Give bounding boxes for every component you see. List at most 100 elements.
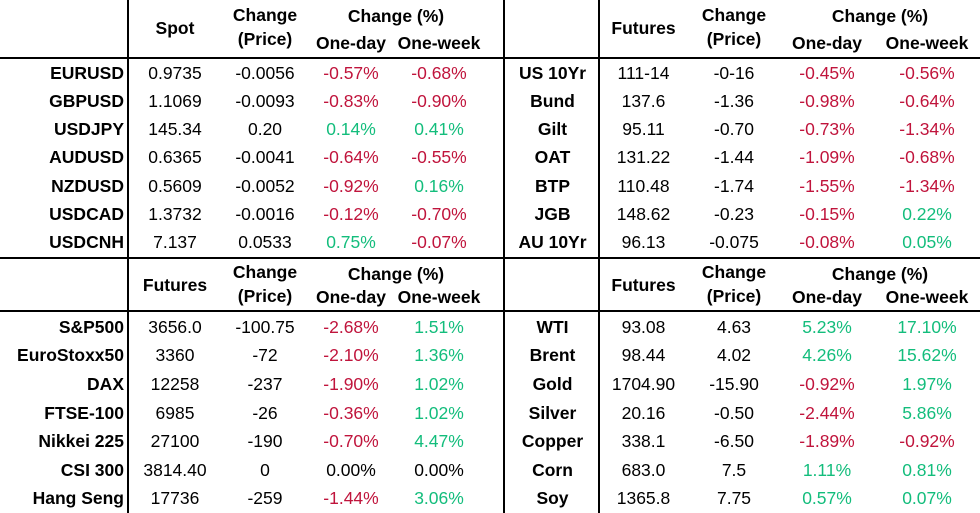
table-row: US 10Yr 111-14 -0-16 -0.45% -0.56% bbox=[506, 59, 980, 87]
price-value: 95.11 bbox=[622, 119, 665, 140]
instrument-label: Corn bbox=[532, 459, 573, 480]
change-price-value: -0.0093 bbox=[235, 90, 295, 111]
change-price-value: -0-16 bbox=[713, 62, 755, 83]
one-week-pct-value: -0.92% bbox=[899, 431, 955, 452]
table-row: Silver 20.16 -0.50 -2.44% 5.86% bbox=[506, 399, 980, 428]
one-week-pct-value: -0.55% bbox=[411, 147, 467, 168]
one-day-pct-value: 0.14% bbox=[326, 119, 376, 140]
price-value: 0.6365 bbox=[148, 147, 202, 168]
table-row: Gold 1704.90 -15.90 -0.92% 1.97% bbox=[506, 370, 980, 399]
column-header-change-pct: Change (%) bbox=[347, 264, 445, 284]
column-header-futures: Futures bbox=[611, 274, 676, 295]
column-header-one-day: One-day bbox=[791, 33, 863, 53]
column-header-change-line1: Change bbox=[701, 262, 767, 283]
price-value: 131.22 bbox=[616, 147, 671, 168]
commodities-quadrant: Futures Change (Price) Change (%) One-da… bbox=[506, 260, 980, 513]
price-value: 0.5609 bbox=[148, 175, 202, 196]
table-row: FTSE-100 6985 -26 -0.36% 1.02% bbox=[0, 399, 504, 428]
price-value: 93.08 bbox=[621, 316, 666, 337]
table-row: USDCAD 1.3732 -0.0016 -0.12% -0.70% bbox=[0, 200, 504, 228]
one-week-pct-value: -1.34% bbox=[899, 175, 955, 196]
table-row: AU 10Yr 96.13 -0.075 -0.08% 0.05% bbox=[506, 229, 980, 257]
change-price-value: 7.75 bbox=[716, 488, 752, 509]
horizontal-divider-top-header bbox=[0, 57, 980, 60]
change-price-value: 4.63 bbox=[716, 316, 752, 337]
one-day-pct-value: 0.75% bbox=[326, 232, 376, 253]
fx-header: Spot Change (Price) Change (%) One-day O… bbox=[0, 0, 504, 56]
column-header-change-line2: (Price) bbox=[237, 29, 293, 49]
one-day-pct-value: 0.57% bbox=[802, 488, 852, 509]
one-week-pct-value: -0.90% bbox=[411, 90, 467, 111]
price-value: 20.16 bbox=[621, 402, 666, 423]
one-day-pct-value: -0.92% bbox=[323, 175, 379, 196]
one-week-pct-value: 3.06% bbox=[414, 488, 464, 509]
one-week-pct-value: 1.36% bbox=[414, 345, 464, 366]
one-day-pct-value: -2.44% bbox=[799, 402, 855, 423]
change-price-value: -0.0056 bbox=[235, 62, 295, 83]
price-value: 110.48 bbox=[617, 175, 670, 196]
table-row: DAX 12258 -237 -1.90% 1.02% bbox=[0, 370, 504, 399]
change-price-value: -1.36 bbox=[714, 90, 754, 111]
column-header-one-day: One-day bbox=[315, 287, 387, 307]
vertical-divider-right-labels bbox=[598, 0, 600, 513]
price-value: 683.0 bbox=[621, 459, 666, 480]
instrument-label: FTSE-100 bbox=[44, 402, 124, 423]
change-price-value: -0.075 bbox=[709, 232, 759, 253]
one-day-pct-value: -0.08% bbox=[799, 232, 855, 253]
table-row: Brent 98.44 4.02 4.26% 15.62% bbox=[506, 342, 980, 371]
one-week-pct-value: -0.64% bbox=[899, 90, 955, 111]
bonds-header: Futures Change (Price) Change (%) One-da… bbox=[506, 0, 980, 56]
instrument-label: CSI 300 bbox=[60, 459, 124, 480]
table-row: Gilt 95.11 -0.70 -0.73% -1.34% bbox=[506, 116, 980, 144]
fx-quadrant: Spot Change (Price) Change (%) One-day O… bbox=[0, 0, 504, 257]
one-week-pct-value: 0.16% bbox=[414, 175, 464, 196]
one-week-pct-value: -1.34% bbox=[899, 119, 955, 140]
column-header-change-price: Change (Price) bbox=[222, 261, 308, 308]
one-week-pct-value: 0.22% bbox=[902, 204, 952, 225]
instrument-label: BTP bbox=[535, 175, 570, 196]
table-row: Hang Seng 17736 -259 -1.44% 3.06% bbox=[0, 484, 504, 513]
change-price-value: -6.50 bbox=[714, 431, 754, 452]
price-value: 111-14 bbox=[617, 62, 670, 83]
price-value: 3360 bbox=[155, 345, 195, 366]
table-row: JGB 148.62 -0.23 -0.15% 0.22% bbox=[506, 200, 980, 228]
one-day-pct-value: -0.36% bbox=[323, 402, 379, 423]
equities-header: Futures Change (Price) Change (%) One-da… bbox=[0, 260, 504, 310]
one-day-pct-value: -0.45% bbox=[799, 62, 855, 83]
instrument-label: Gold bbox=[532, 373, 573, 394]
one-week-pct-value: 17.10% bbox=[897, 316, 957, 337]
change-price-value: -1.44 bbox=[714, 147, 754, 168]
column-header-change-line1: Change bbox=[232, 262, 298, 283]
one-day-pct-value: -1.90% bbox=[323, 373, 379, 394]
column-header-futures: Futures bbox=[611, 17, 676, 38]
bonds-quadrant: Futures Change (Price) Change (%) One-da… bbox=[506, 0, 980, 257]
change-price-value: -0.0052 bbox=[235, 175, 295, 196]
instrument-label: WTI bbox=[536, 316, 569, 337]
column-header-change-line2: (Price) bbox=[706, 286, 762, 306]
one-day-pct-value: -0.98% bbox=[799, 90, 855, 111]
table-row: WTI 93.08 4.63 5.23% 17.10% bbox=[506, 313, 980, 342]
price-value: 0.9735 bbox=[148, 62, 202, 83]
instrument-label: GBPUSD bbox=[49, 90, 124, 111]
instrument-label: USDJPY bbox=[53, 119, 124, 140]
price-value: 3656.0 bbox=[148, 316, 202, 337]
equities-quadrant: Futures Change (Price) Change (%) One-da… bbox=[0, 260, 504, 513]
one-day-pct-value: -0.15% bbox=[799, 204, 855, 225]
price-value: 1365.8 bbox=[616, 488, 671, 509]
price-value: 1.3732 bbox=[148, 204, 202, 225]
column-header-one-week: One-week bbox=[397, 287, 481, 307]
column-header-futures: Futures bbox=[142, 274, 208, 295]
one-week-pct-value: -0.56% bbox=[899, 62, 955, 83]
one-day-pct-value: -0.92% bbox=[799, 373, 855, 394]
change-price-value: -0.70 bbox=[714, 119, 754, 140]
equities-rows: S&P500 3656.0 -100.75 -2.68% 1.51% EuroStoxx5… bbox=[0, 310, 504, 513]
one-week-pct-value: 4.47% bbox=[414, 431, 464, 452]
column-header-one-day: One-day bbox=[315, 33, 387, 53]
price-value: 12258 bbox=[150, 373, 200, 394]
change-price-value: -0.0041 bbox=[235, 147, 295, 168]
instrument-label: Brent bbox=[529, 345, 576, 366]
one-week-pct-value: 0.00% bbox=[414, 459, 464, 480]
table-row: Corn 683.0 7.5 1.11% 0.81% bbox=[506, 456, 980, 485]
instrument-label: JGB bbox=[534, 204, 571, 225]
